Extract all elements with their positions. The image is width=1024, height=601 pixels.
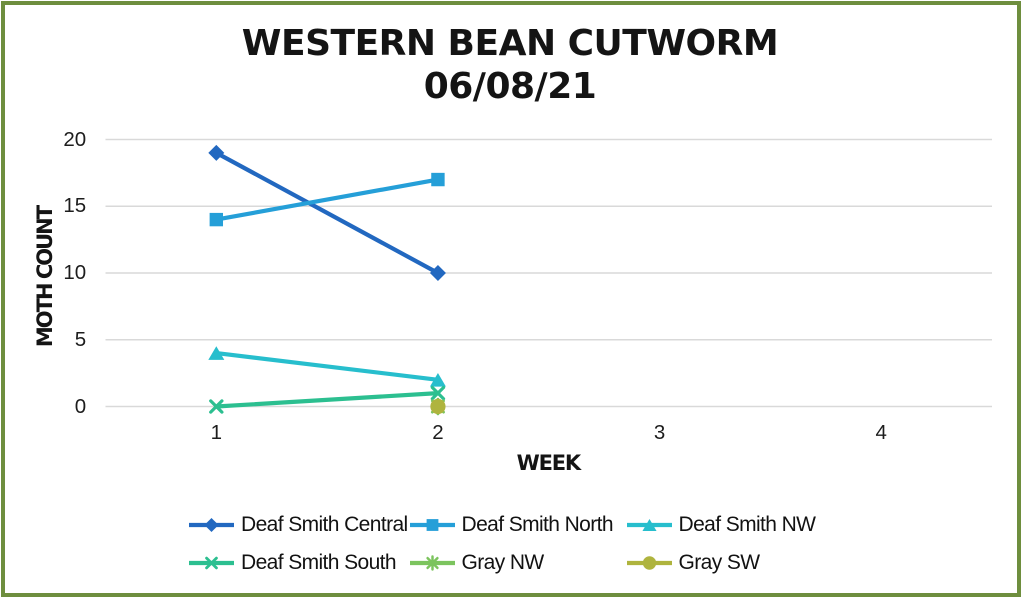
legend-swatch	[409, 519, 455, 532]
square-marker	[209, 212, 224, 227]
x-marker	[430, 385, 446, 401]
x-marker	[209, 399, 224, 414]
chart-title-line2: 06/08/21	[423, 66, 597, 107]
legend-label: Deaf Smith North	[461, 513, 614, 537]
y-tick-label: 5	[74, 327, 87, 351]
legend-label: Deaf Smith South	[241, 551, 397, 575]
series-line	[214, 150, 441, 276]
legend-item[interactable]: Deaf Smith North	[409, 512, 614, 538]
legend-item[interactable]: Gray SW	[626, 550, 761, 576]
series-line	[214, 177, 441, 222]
legend-label: Deaf Smith Central	[241, 513, 408, 537]
legend-swatch	[189, 556, 234, 570]
x-tick-label: 3	[653, 421, 666, 444]
legend-label: Gray SW	[678, 551, 761, 575]
circle-marker	[430, 398, 446, 415]
x-tick-label: 2	[432, 421, 444, 444]
x-tick-label: 1	[210, 421, 223, 444]
diamond-marker	[204, 518, 219, 533]
diamond-marker	[429, 265, 446, 281]
legend-item[interactable]: Deaf Smith NW	[626, 512, 817, 538]
legend-swatch	[626, 556, 672, 570]
x-tick-label: 4	[875, 421, 887, 444]
series-line	[214, 351, 441, 382]
legend-swatch	[626, 519, 672, 532]
y-tick-label: 20	[63, 127, 87, 151]
x-marker	[205, 556, 218, 570]
y-tick-label: 15	[63, 194, 87, 217]
legend-item[interactable]: Deaf Smith Central	[189, 512, 408, 538]
y-tick-label: 10	[63, 260, 87, 284]
y-tick-label: 0	[74, 394, 87, 418]
legend-swatch	[189, 518, 234, 533]
legend-swatch	[409, 555, 455, 572]
square-marker	[426, 519, 438, 532]
square-marker	[431, 172, 445, 187]
legend-label: Gray NW	[461, 551, 545, 575]
triangle-marker	[641, 519, 657, 532]
triangle-marker	[208, 346, 225, 360]
x-axis-title: WEEK	[516, 450, 582, 475]
chart-title: WESTERN BEAN CUTWORM 06/08/21	[0, 22, 1024, 109]
series-line	[214, 391, 441, 409]
legend-label: Deaf Smith NW	[678, 513, 817, 537]
diamond-marker	[208, 144, 225, 161]
triangle-marker	[429, 373, 446, 387]
circle-marker	[642, 556, 656, 570]
y-axis-title: MOTH COUNT	[32, 206, 57, 347]
star-marker	[425, 555, 439, 572]
legend-item[interactable]: Deaf Smith South	[189, 550, 397, 576]
chart-title-line1: WESTERN BEAN CUTWORM	[241, 22, 779, 64]
legend-item[interactable]: Gray NW	[409, 550, 545, 576]
